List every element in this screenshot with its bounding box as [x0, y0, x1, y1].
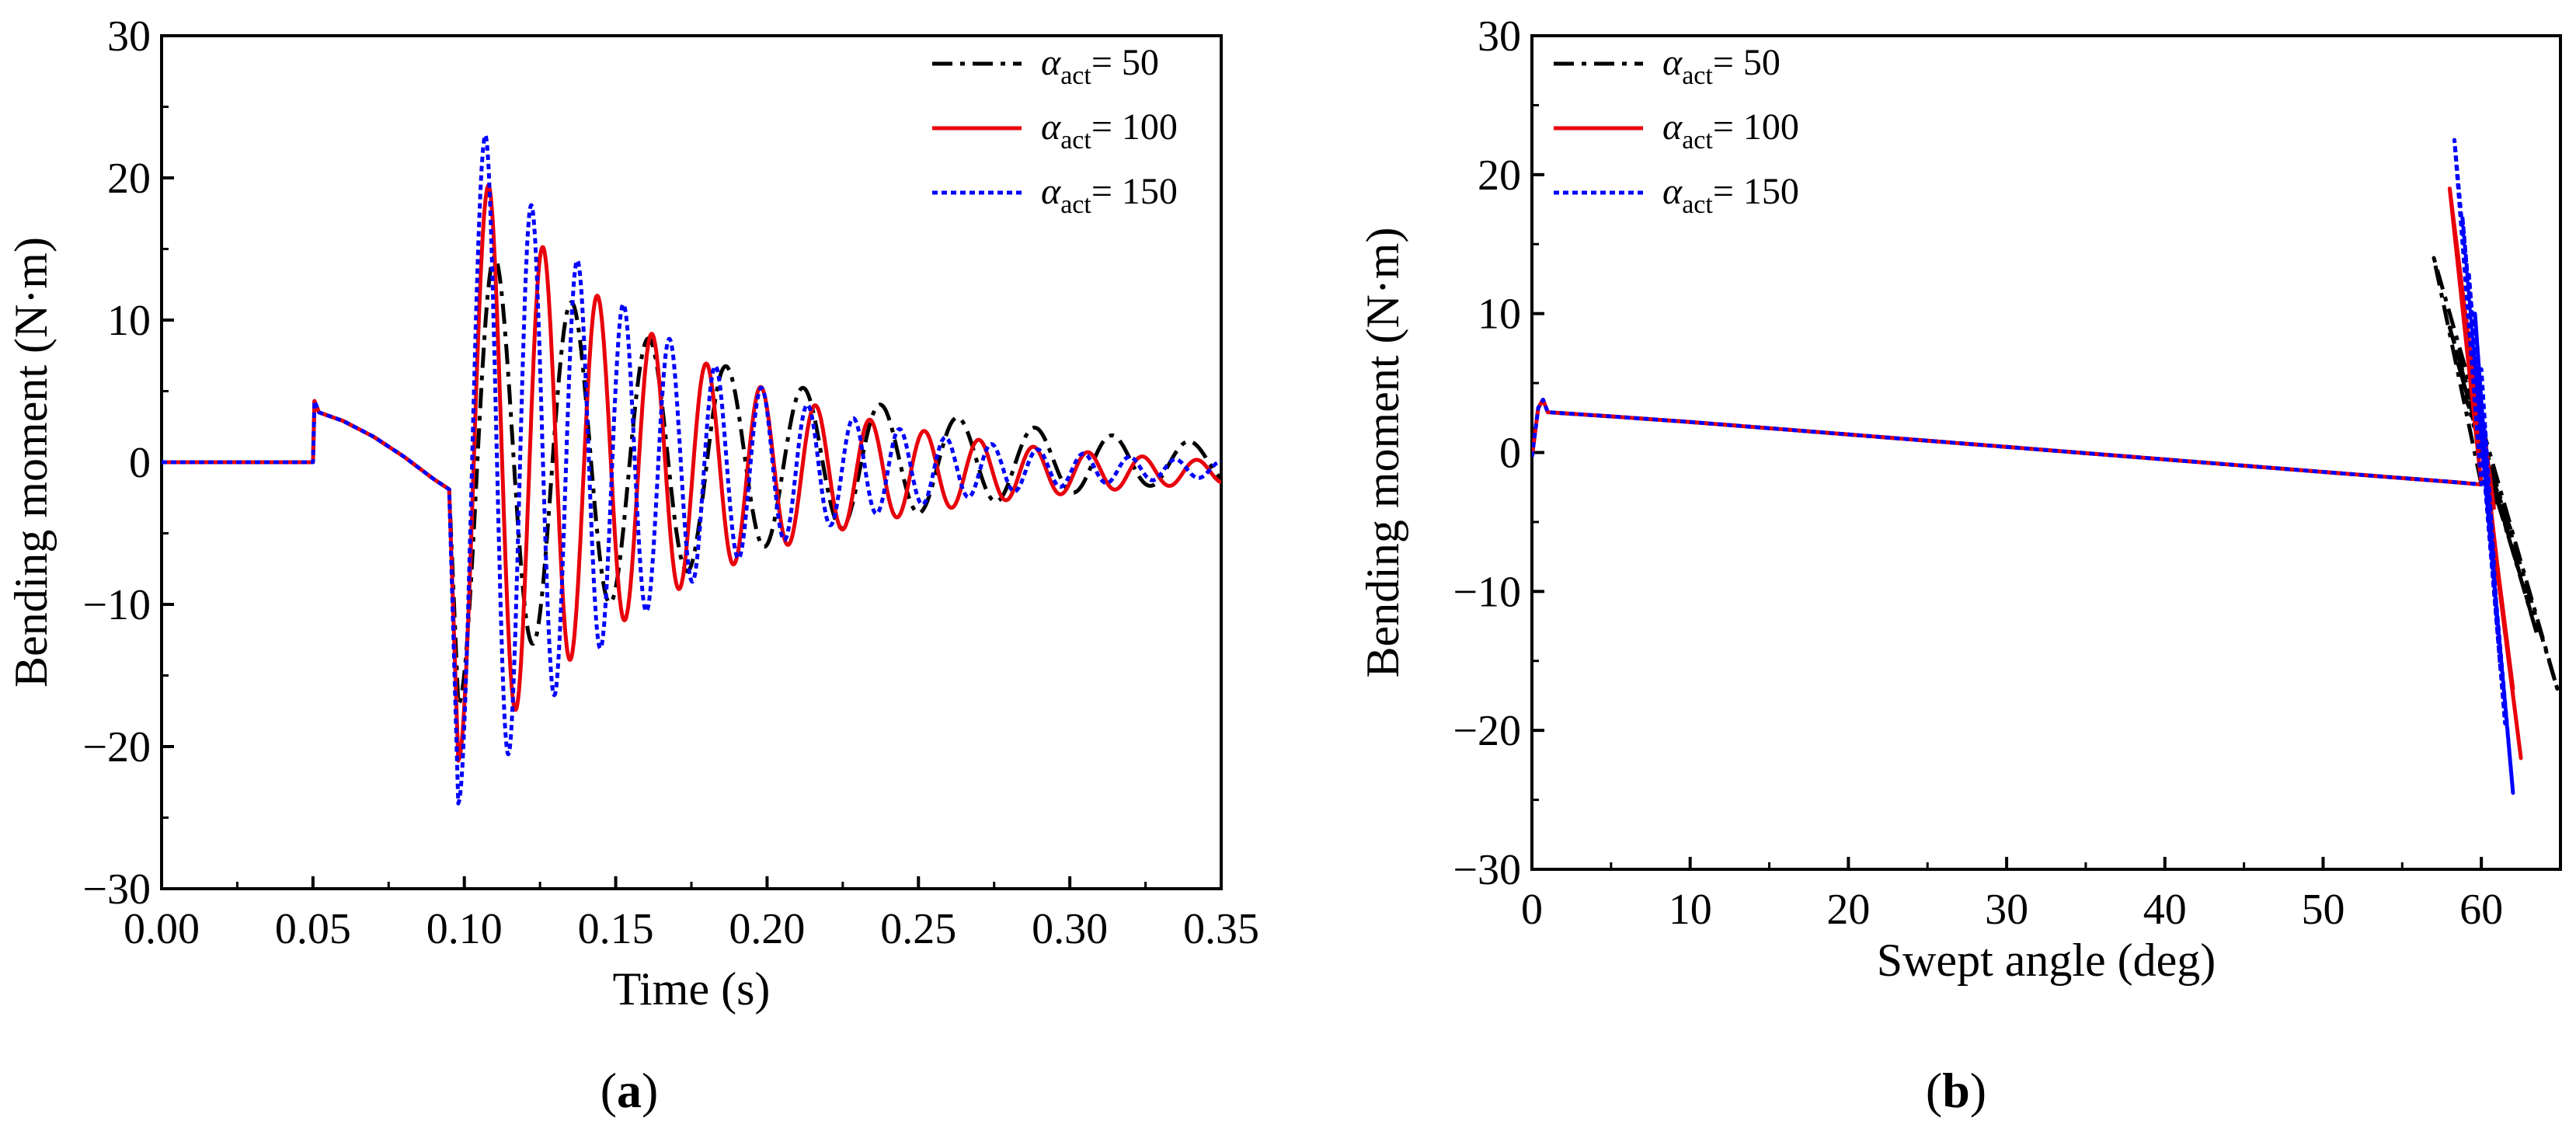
x-tick-label: 0.15	[578, 905, 654, 953]
x-axis-title: Time (s)	[613, 963, 771, 1015]
legend-entry-label: αact= 100	[1662, 106, 1799, 155]
y-axis-title: Bending moment (N·m)	[5, 237, 57, 688]
y-tick-label: 0	[1499, 430, 1521, 478]
legend-entry-label: αact= 50	[1041, 42, 1159, 90]
panel-label-close: )	[642, 1063, 658, 1118]
legend-entry-label: αact= 150	[1041, 171, 1178, 219]
y-tick-label: −10	[1453, 568, 1521, 616]
series-group	[1532, 138, 2560, 796]
x-tick-label: 0.30	[1032, 905, 1108, 953]
legend-alpha: α	[1662, 106, 1683, 148]
y-tick-label: 0	[129, 439, 151, 487]
legend-alpha: α	[1662, 171, 1683, 212]
y-tick-label: −20	[1453, 707, 1521, 755]
legend-entry-label: αact= 150	[1662, 171, 1799, 219]
x-tick-label: 30	[1985, 886, 2028, 934]
panel-label-close: )	[1970, 1063, 1986, 1118]
y-tick-label: 30	[107, 12, 151, 61]
y-axis-title: Bending moment (N·m)	[1357, 228, 1408, 678]
legend-entry-label: αact= 50	[1662, 42, 1781, 90]
panel-label: (b)	[1926, 1063, 1986, 1118]
x-tick-label: 0.25	[880, 905, 956, 953]
series-line-3	[162, 133, 1221, 806]
panel-label-letter: a	[617, 1063, 642, 1118]
x-tick-label: 40	[2143, 886, 2187, 934]
x-tick-label: 20	[1826, 886, 1870, 934]
legend-alpha: α	[1041, 42, 1061, 83]
series-line-1	[1532, 256, 2560, 691]
x-axis-title: Swept angle (deg)	[1877, 935, 2216, 986]
legend-value: = 100	[1091, 106, 1178, 148]
x-tick-label: 0.00	[124, 905, 200, 953]
legend-alpha: α	[1662, 42, 1683, 83]
legend-subscript: act	[1060, 61, 1091, 90]
x-tick-label: 0.20	[729, 905, 805, 953]
legend-value: = 50	[1091, 42, 1159, 83]
y-tick-label: −10	[82, 581, 151, 629]
legend-value: = 50	[1713, 42, 1781, 83]
y-tick-label: −30	[82, 865, 151, 914]
plot-frame	[160, 34, 1223, 890]
series-group	[162, 133, 1221, 806]
legend-entry-label: αact= 100	[1041, 106, 1178, 155]
x-tick-label: 0.35	[1183, 905, 1259, 953]
series-line-2	[1532, 186, 2523, 761]
legend-value: = 100	[1713, 106, 1799, 148]
legend-subscript: act	[1682, 126, 1713, 155]
y-tick-label: 20	[107, 155, 151, 203]
legend-alpha: α	[1041, 106, 1061, 148]
y-tick-label: 10	[1478, 291, 1521, 339]
panel-label-letter: b	[1942, 1063, 1970, 1118]
legend-alpha: α	[1041, 171, 1061, 212]
panel-label-open: (	[1926, 1063, 1942, 1118]
x-tick-label: 0.10	[426, 905, 503, 953]
legend-value: = 150	[1091, 171, 1178, 212]
plot-frame	[1530, 34, 2562, 871]
x-tick-label: 0	[1521, 886, 1543, 934]
y-tick-label: −30	[1453, 846, 1521, 894]
x-tick-label: 50	[2301, 886, 2345, 934]
legend-subscript: act	[1682, 190, 1713, 219]
x-tick-label: 0.05	[275, 905, 351, 953]
legend-subscript: act	[1682, 61, 1713, 90]
panel-label-open: (	[600, 1063, 617, 1118]
legend-subscript: act	[1060, 190, 1091, 219]
y-tick-label: −20	[82, 723, 151, 771]
legend-value: = 150	[1713, 171, 1799, 212]
series-line-2	[162, 183, 1221, 763]
y-tick-label: 10	[107, 297, 151, 345]
panel-label: (a)	[600, 1063, 659, 1118]
series-line-3	[1532, 138, 2515, 796]
y-tick-label: 30	[1478, 12, 1521, 61]
x-tick-label: 10	[1669, 886, 1712, 934]
x-tick-label: 60	[2459, 886, 2503, 934]
y-tick-label: 20	[1478, 151, 1521, 200]
legend-subscript: act	[1060, 126, 1091, 155]
panel-a-chart: 0.00 0.05 0.10 0.15 0.20 0.25 0.30 0.35 −30 −20 −1…	[5, 12, 1259, 1118]
